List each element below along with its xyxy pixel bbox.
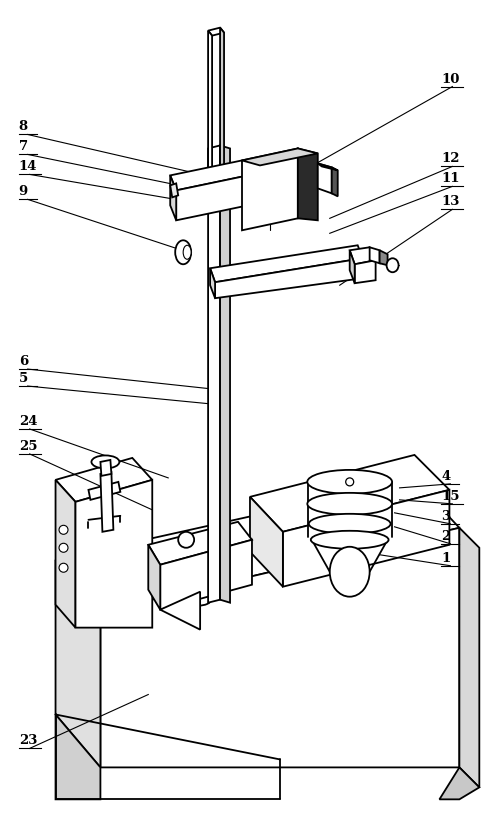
Polygon shape (439, 767, 479, 799)
Polygon shape (170, 160, 248, 190)
Ellipse shape (330, 546, 370, 597)
Polygon shape (355, 260, 376, 283)
Text: 23: 23 (18, 734, 37, 747)
Polygon shape (55, 480, 459, 611)
Ellipse shape (386, 258, 399, 272)
Text: 9: 9 (18, 185, 28, 198)
Circle shape (59, 563, 68, 572)
Text: 25: 25 (18, 440, 37, 453)
Polygon shape (148, 522, 252, 565)
Polygon shape (332, 167, 338, 197)
Polygon shape (380, 250, 388, 265)
Polygon shape (220, 146, 230, 602)
Polygon shape (250, 455, 450, 532)
Ellipse shape (307, 493, 392, 515)
Polygon shape (350, 247, 376, 264)
Text: 8: 8 (18, 120, 28, 133)
Text: 4: 4 (441, 470, 451, 483)
Circle shape (59, 543, 68, 552)
Polygon shape (55, 458, 152, 502)
Polygon shape (160, 592, 200, 630)
Ellipse shape (91, 455, 120, 468)
Polygon shape (148, 545, 160, 610)
Polygon shape (208, 28, 224, 35)
Polygon shape (318, 164, 332, 193)
Polygon shape (101, 472, 113, 532)
Polygon shape (75, 480, 152, 628)
Polygon shape (242, 148, 318, 165)
Circle shape (59, 525, 68, 534)
Text: 12: 12 (441, 152, 460, 165)
Ellipse shape (185, 593, 211, 606)
Ellipse shape (311, 531, 389, 549)
Polygon shape (459, 528, 479, 788)
Polygon shape (160, 540, 252, 610)
Polygon shape (370, 247, 380, 263)
Text: 1: 1 (441, 551, 451, 565)
Text: 3: 3 (441, 509, 451, 523)
Polygon shape (55, 714, 101, 799)
Polygon shape (88, 482, 121, 500)
Ellipse shape (175, 240, 191, 264)
Ellipse shape (307, 470, 392, 494)
Polygon shape (210, 245, 363, 282)
Text: 2: 2 (441, 530, 451, 543)
Polygon shape (242, 148, 298, 230)
Text: 7: 7 (18, 141, 28, 153)
Polygon shape (318, 164, 338, 170)
Circle shape (178, 532, 194, 548)
Ellipse shape (183, 245, 191, 259)
Polygon shape (170, 175, 176, 221)
Polygon shape (250, 497, 283, 587)
Polygon shape (283, 490, 450, 587)
Text: 6: 6 (18, 355, 28, 368)
Circle shape (346, 478, 354, 486)
Polygon shape (298, 148, 318, 221)
Polygon shape (208, 146, 220, 602)
Polygon shape (101, 528, 459, 767)
Ellipse shape (309, 514, 391, 534)
Polygon shape (208, 30, 212, 179)
Polygon shape (55, 480, 75, 628)
Text: 11: 11 (441, 172, 460, 185)
Polygon shape (210, 268, 215, 298)
Text: 10: 10 (441, 72, 460, 86)
Polygon shape (170, 184, 178, 198)
Polygon shape (55, 560, 101, 767)
Text: 13: 13 (441, 195, 460, 208)
Text: 15: 15 (441, 490, 460, 503)
Polygon shape (220, 28, 224, 179)
Text: 14: 14 (18, 160, 37, 174)
Text: 24: 24 (18, 415, 37, 428)
Polygon shape (176, 175, 248, 221)
Text: 5: 5 (18, 372, 28, 385)
Polygon shape (101, 460, 111, 476)
Polygon shape (350, 250, 355, 283)
Polygon shape (215, 258, 363, 298)
